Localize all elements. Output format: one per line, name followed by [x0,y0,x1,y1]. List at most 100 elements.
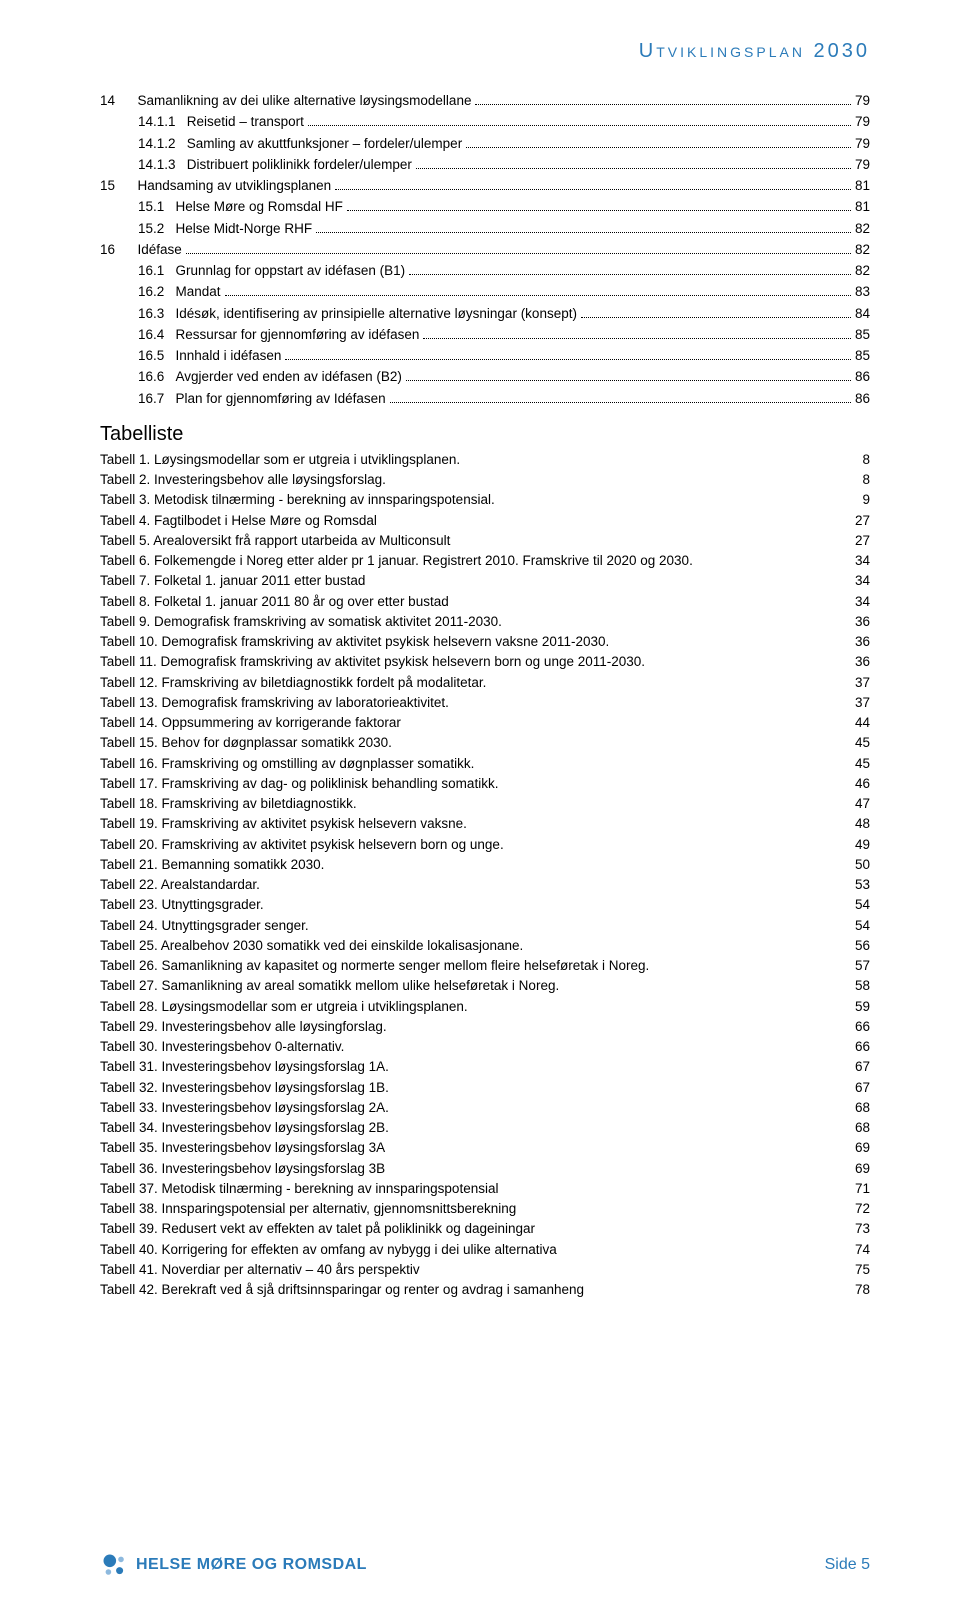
toc-entry: 14.1.2 Samling av akuttfunksjoner – ford… [100,134,870,154]
toc-entry-label: Samling av akuttfunksjoner – fordeler/ul… [187,134,462,154]
table-list-label: Tabell 36. Investeringsbehov løysingsfor… [100,1159,385,1179]
table-list-label: Tabell 25. Arealbehov 2030 somatikk ved … [100,936,523,956]
toc-leader-dots [475,104,851,105]
table-list-label: Tabell 34. Investeringsbehov løysingsfor… [100,1118,389,1138]
toc-entry: 15.1 Helse Møre og Romsdal HF 81 [100,197,870,217]
table-list-entry: Tabell 40. Korrigering for effekten av o… [100,1240,870,1260]
table-list-entry: Tabell 28. Løysingsmodellar som er utgre… [100,997,870,1017]
table-list-entry: Tabell 34. Investeringsbehov løysingsfor… [100,1118,870,1138]
table-list-entry: Tabell 35. Investeringsbehov løysingsfor… [100,1138,870,1158]
table-list-label: Tabell 29. Investeringsbehov alle løysin… [100,1017,387,1037]
document-header-title: Utviklingsplan 2030 [100,40,870,63]
toc-entry: 14.1.3 Distribuert poliklinikk fordeler/… [100,155,870,175]
toc-entry-label: Helse Møre og Romsdal HF [176,197,343,217]
table-list-entry: Tabell 22. Arealstandardar. 53 [100,875,870,895]
table-list-page: 36 [855,632,870,652]
toc-entry-page: 86 [855,389,870,409]
table-list-label: Tabell 2. Investeringsbehov alle løysing… [100,470,386,490]
table-list-label: Tabell 22. Arealstandardar. [100,875,260,895]
toc-entry: 16.6 Avgjerder ved enden av idéfasen (B2… [100,367,870,387]
table-list-page: 68 [855,1118,870,1138]
table-list-entry: Tabell 30. Investeringsbehov 0-alternati… [100,1037,870,1057]
toc-entry-number: 16.7 [138,389,176,409]
toc-entry-label: Idéfase [138,240,182,260]
table-list-page: 36 [855,612,870,632]
table-list-page: 74 [855,1240,870,1260]
toc-entry-page: 84 [855,304,870,324]
table-list-label: Tabell 35. Investeringsbehov løysingsfor… [100,1138,385,1158]
table-list-page: 36 [855,652,870,672]
toc-entry-number: 16.5 [138,346,176,366]
table-list-entry: Tabell 18. Framskriving av biletdiagnost… [100,794,870,814]
toc-leader-dots [225,295,851,296]
table-list-label: Tabell 33. Investeringsbehov løysingsfor… [100,1098,389,1118]
toc-entry: 16.1 Grunnlag for oppstart av idéfasen (… [100,261,870,281]
table-list-page: 67 [855,1078,870,1098]
toc-entry: 15 Handsaming av utviklingsplanen 81 [100,176,870,196]
table-list-page: 34 [855,592,870,612]
table-list-label: Tabell 31. Investeringsbehov løysingsfor… [100,1057,389,1077]
table-list-label: Tabell 4. Fagtilbodet i Helse Møre og Ro… [100,511,377,531]
table-list-page: 46 [855,774,870,794]
table-list-page: 54 [855,895,870,915]
table-list-entry: Tabell 14. Oppsummering av korrigerande … [100,713,870,733]
toc-entry: 14.1.1 Reisetid – transport 79 [100,112,870,132]
table-list-label: Tabell 7. Folketal 1. januar 2011 etter … [100,571,365,591]
table-list-entry: Tabell 1. Løysingsmodellar som er utgrei… [100,450,870,470]
table-list-label: Tabell 3. Metodisk tilnærming - bereknin… [100,490,495,510]
table-list-label: Tabell 15. Behov for døgnplassar somatik… [100,733,392,753]
table-list-label: Tabell 10. Demografisk framskriving av a… [100,632,609,652]
table-list-page: 44 [855,713,870,733]
toc-entry-page: 79 [855,155,870,175]
table-list-entry: Tabell 24. Utnyttingsgrader senger.54 [100,916,870,936]
logo-dots-icon [100,1551,128,1579]
table-of-contents: 14 Samanlikning av dei ulike alternative… [100,91,870,409]
table-list-page: 45 [855,733,870,753]
toc-entry: 16.7 Plan for gjennomføring av Idéfasen … [100,389,870,409]
toc-leader-dots [316,232,851,233]
toc-entry-page: 85 [855,325,870,345]
table-list-page: 53 [855,875,870,895]
toc-entry-label: Ressursar for gjennomføring av idéfasen [176,325,420,345]
table-list-label: Tabell 27. Samanlikning av areal somatik… [100,976,559,996]
page-footer: HELSE MØRE OG ROMSDAL Side 5 [100,1551,870,1579]
table-list-page: 69 [855,1138,870,1158]
table-list-label: Tabell 17. Framskriving av dag- og polik… [100,774,498,794]
toc-entry-label: Helse Midt-Norge RHF [176,219,313,239]
toc-entry-number: 15.1 [138,197,176,217]
toc-entry-label: Idésøk, identifisering av prinsipielle a… [176,304,577,324]
toc-entry-label: Innhald i idéfasen [176,346,282,366]
table-list-entry: Tabell 38. Innsparingspotensial per alte… [100,1199,870,1219]
table-list-label: Tabell 9. Demografisk framskriving av so… [100,612,502,632]
table-list-entry: Tabell 7. Folketal 1. januar 2011 etter … [100,571,870,591]
toc-entry: 16.3 Idésøk, identifisering av prinsipie… [100,304,870,324]
table-list-entry: Tabell 26. Samanlikning av kapasitet og … [100,956,870,976]
table-list-entry: Tabell 19. Framskriving av aktivitet psy… [100,814,870,834]
table-list-page: 57 [855,956,870,976]
toc-entry-page: 82 [855,219,870,239]
table-list-page: 8 [862,470,870,490]
toc-entry-number: 15.2 [138,219,176,239]
toc-leader-dots [466,147,851,148]
toc-entry-number: 14 [100,91,138,111]
table-list-entry: Tabell 8. Folketal 1. januar 2011 80 år … [100,592,870,612]
toc-entry-page: 79 [855,134,870,154]
table-list-entry: Tabell 12. Framskriving av biletdiagnost… [100,673,870,693]
toc-entry-number: 14.1.1 [138,112,187,132]
table-list-entry: Tabell 16. Framskriving og omstilling av… [100,754,870,774]
table-list-label: Tabell 16. Framskriving og omstilling av… [100,754,474,774]
toc-entry-label: Reisetid – transport [187,112,304,132]
table-list: Tabell 1. Løysingsmodellar som er utgrei… [100,450,870,1301]
toc-entry-page: 82 [855,240,870,260]
table-list-entry: Tabell 3. Metodisk tilnærming - bereknin… [100,490,870,510]
table-list-entry: Tabell 32. Investeringsbehov løysingsfor… [100,1078,870,1098]
toc-leader-dots [423,338,851,339]
table-list-page: 71 [855,1179,870,1199]
table-list-entry: Tabell 20. Framskriving av aktivitet psy… [100,835,870,855]
table-list-page: 66 [855,1017,870,1037]
toc-entry-page: 83 [855,282,870,302]
toc-entry-page: 85 [855,346,870,366]
table-list-entry: Tabell 36. Investeringsbehov løysingsfor… [100,1159,870,1179]
table-list-page: 48 [855,814,870,834]
table-list-entry: Tabell 33. Investeringsbehov løysingsfor… [100,1098,870,1118]
